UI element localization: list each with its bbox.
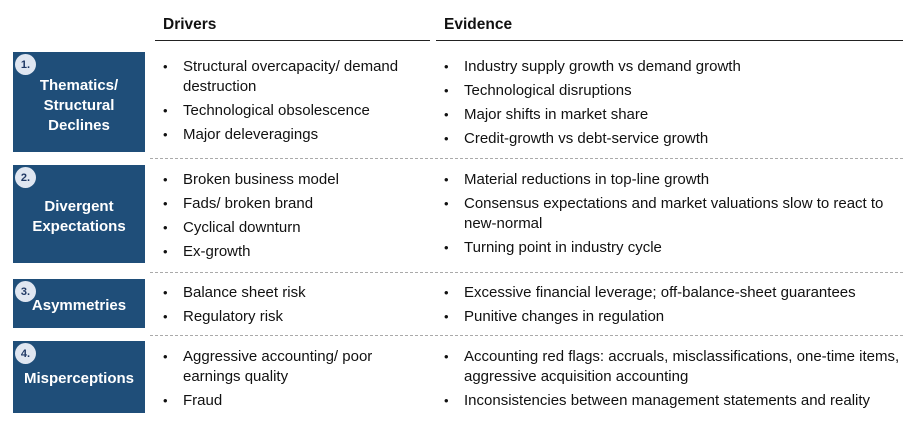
list-item: Broken business model [155,170,430,190]
category-title: Divergent Expectations [32,198,126,235]
category-number-badge: 2. [15,167,36,188]
drivers-list: Aggressive accounting/ poor earnings qua… [155,347,430,415]
list-item: Fraud [155,391,430,411]
evidence-list: Material reductions in top-line growth C… [436,170,903,262]
category-title: Asymmetries [31,296,127,314]
drivers-list: Structural overcapacity/ demand destruct… [155,57,430,149]
list-item: Cyclical downturn [155,218,430,238]
category-title: Thematics/ Structural Declines [39,77,119,134]
list-item: Turning point in industry cycle [436,238,903,258]
list-item: Technological obsolescence [155,101,430,121]
list-item: Technological disruptions [436,81,903,101]
list-item: Punitive changes in regulation [436,307,903,327]
category-divergent: Divergent Expectations [13,165,145,263]
list-item: Aggressive accounting/ poor earnings qua… [155,347,430,387]
category-title: Misperceptions [23,370,135,387]
list-item: Accounting red flags: accruals, misclass… [436,347,903,387]
list-item: Ex-growth [155,242,430,262]
list-item: Structural overcapacity/ demand destruct… [155,57,430,97]
evidence-list: Excessive financial leverage; off-balanc… [436,283,903,331]
list-item: Excessive financial leverage; off-balanc… [436,283,903,303]
list-item: Credit-growth vs debt-service growth [436,129,903,149]
category-number-badge: 3. [15,281,36,302]
list-item: Major shifts in market share [436,105,903,125]
category-misperceptions: Misperceptions [13,341,145,413]
category-number-badge: 4. [15,343,36,364]
drivers-list: Balance sheet risk Regulatory risk [155,283,430,331]
drivers-header: Drivers [163,16,217,33]
list-item: Major deleveragings [155,125,430,145]
list-item: Material reductions in top-line growth [436,170,903,190]
list-item: Consensus expectations and market valuat… [436,194,903,234]
list-item: Regulatory risk [155,307,430,327]
list-item: Fads/ broken brand [155,194,430,214]
list-item: Balance sheet risk [155,283,430,303]
evidence-header-rule [436,40,903,41]
evidence-list: Accounting red flags: accruals, misclass… [436,347,903,415]
list-item: Inconsistencies between management state… [436,391,903,411]
evidence-list: Industry supply growth vs demand growth … [436,57,903,153]
evidence-header: Evidence [444,16,513,33]
row-divider [150,272,903,273]
category-number-badge: 1. [15,54,36,75]
row-divider [150,158,903,159]
drivers-header-rule [155,40,430,41]
drivers-list: Broken business model Fads/ broken brand… [155,170,430,266]
row-divider [150,335,903,336]
category-thematics: Thematics/ Structural Declines [13,52,145,152]
list-item: Industry supply growth vs demand growth [436,57,903,77]
